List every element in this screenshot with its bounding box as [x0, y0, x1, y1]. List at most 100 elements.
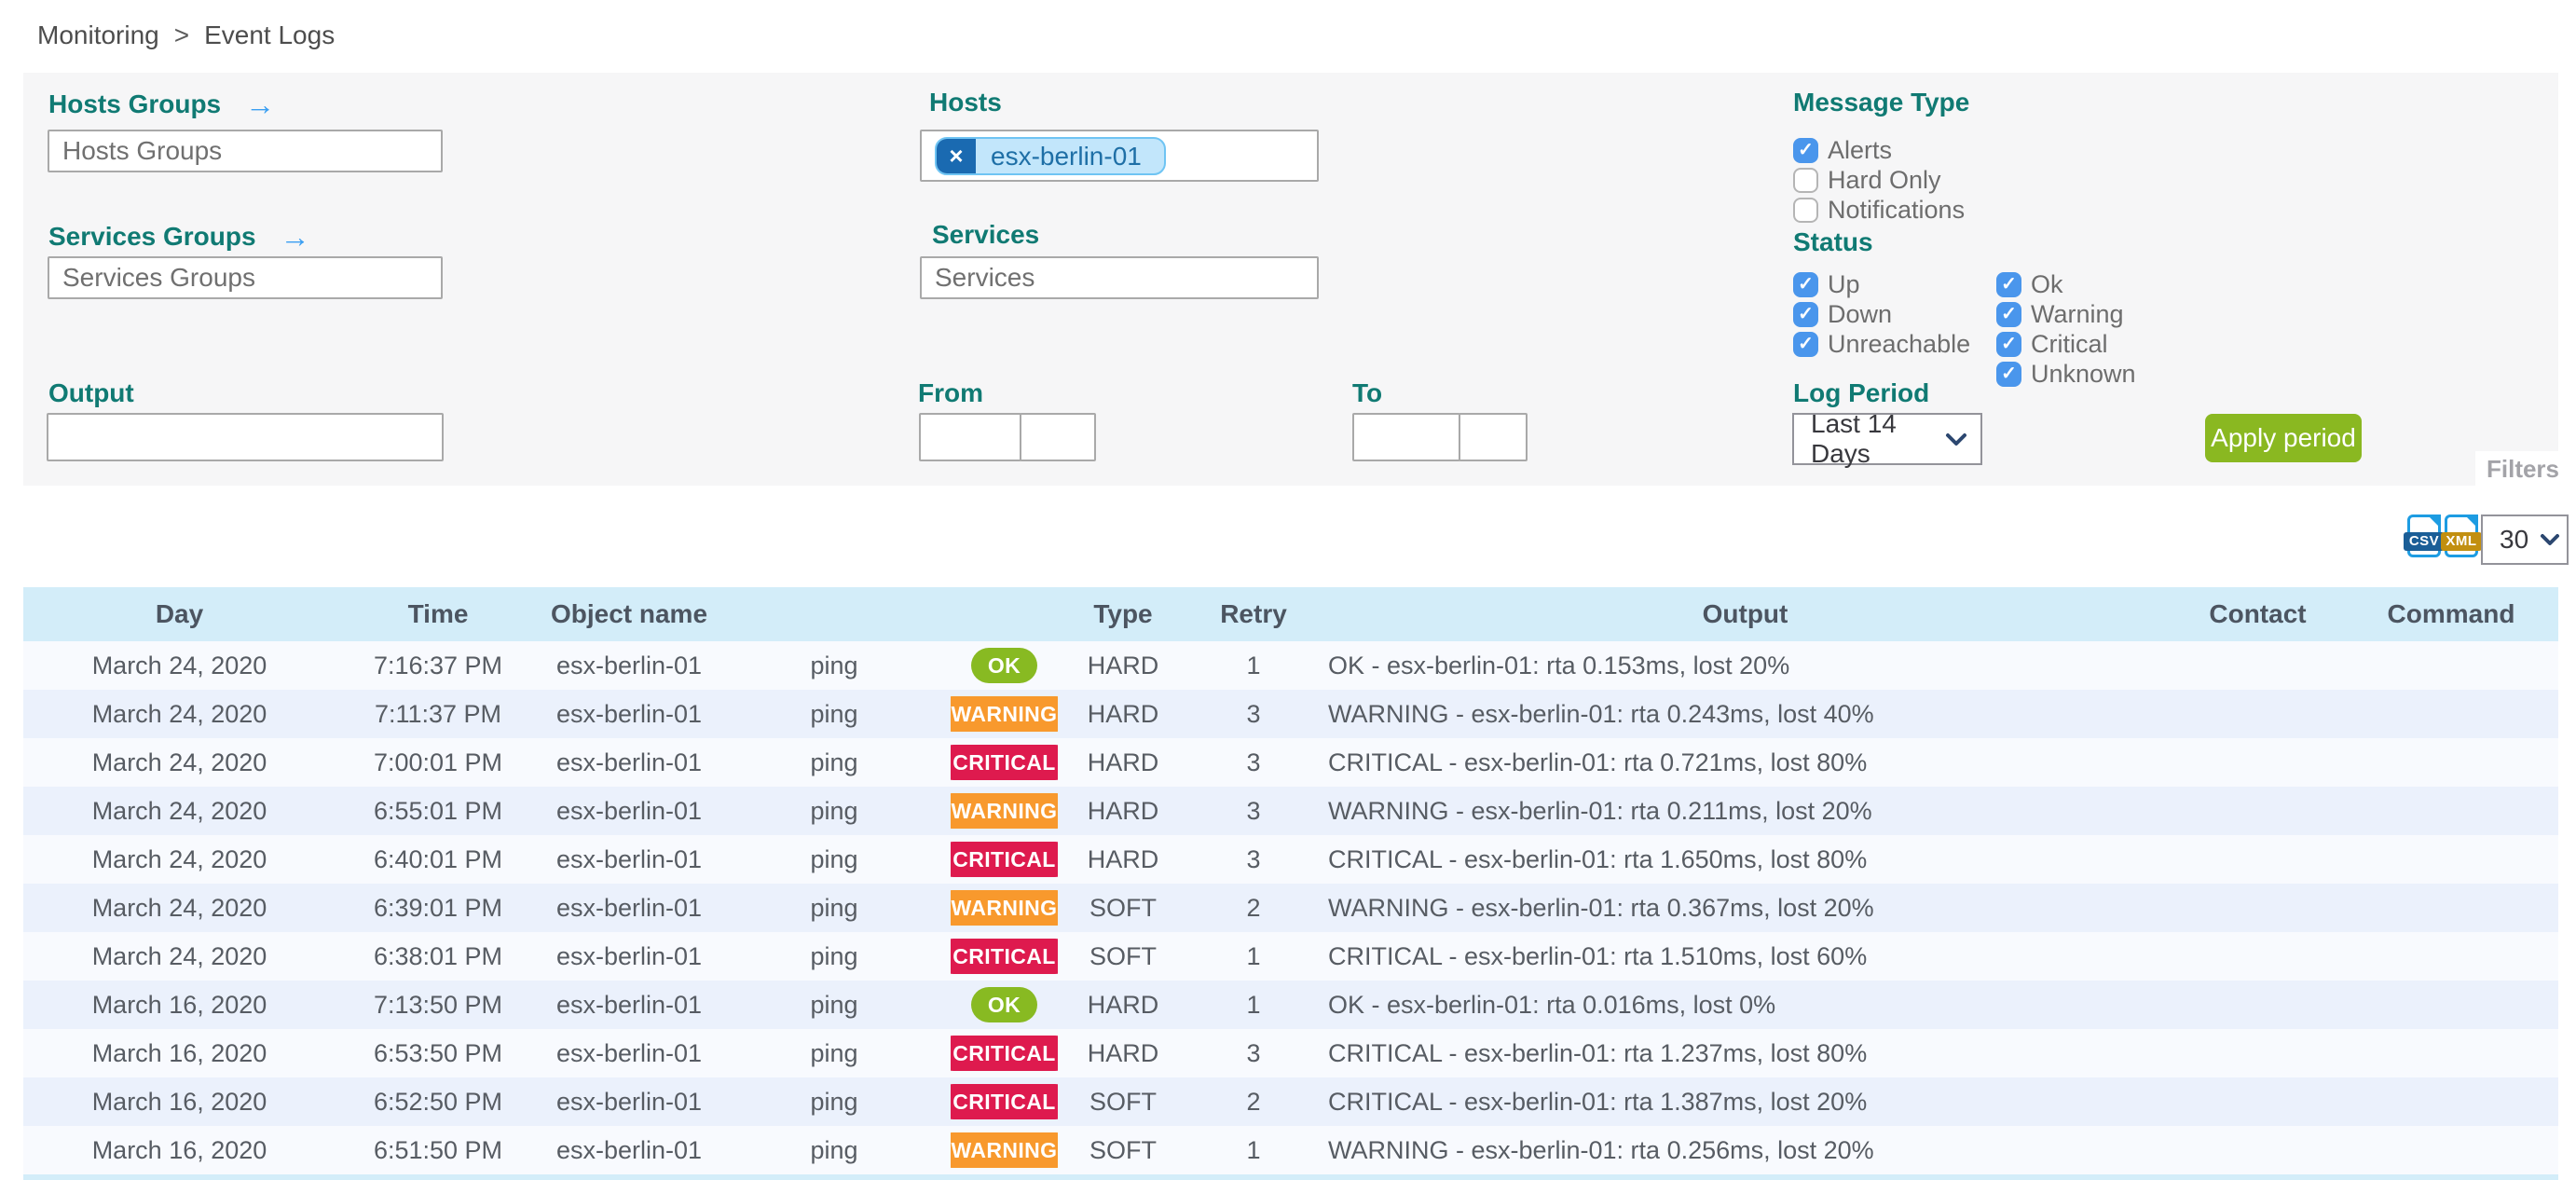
filters-tab[interactable]: Filters [2475, 451, 2570, 487]
services-groups-input[interactable] [48, 256, 443, 299]
breadcrumb-monitoring[interactable]: Monitoring [37, 21, 159, 49]
status-group-right: ✓ Ok ✓ Warning ✓ Critical ✓ Unknown [1996, 270, 2136, 390]
cell-output: WARNING - esx-berlin-01: rta 0.243ms, lo… [1328, 699, 1874, 728]
cell-object-name: esx-berlin-01 [555, 1038, 703, 1067]
table-row[interactable]: March 16, 2020 6:51:50 PM esx-berlin-01 … [23, 1126, 2558, 1174]
export-xml-button[interactable]: XML [2441, 515, 2482, 557]
output-input[interactable] [47, 413, 444, 461]
cell-day: March 24, 2020 [91, 796, 267, 825]
to-time-input[interactable] [1459, 413, 1528, 461]
cell-output: CRITICAL - esx-berlin-01: rta 1.510ms, l… [1328, 941, 1868, 970]
checkbox[interactable]: ✓ [1996, 331, 2021, 357]
table-row[interactable]: March 24, 2020 6:55:01 PM esx-berlin-01 … [23, 787, 2558, 835]
status-badge: CRITICAL [951, 1036, 1058, 1071]
check-icon: ✓ [2001, 274, 2017, 295]
checkbox[interactable]: ✓ [1793, 301, 1818, 327]
checkbox[interactable]: ✓ [1996, 301, 2021, 327]
cell-retry: 3 [1246, 748, 1261, 776]
checkbox-label: Hard Only [1828, 165, 1941, 194]
cell-retry: 3 [1246, 1038, 1261, 1067]
page-size-value: 30 [2500, 525, 2529, 554]
table-row[interactable]: March 24, 2020 7:00:01 PM esx-berlin-01 … [23, 738, 2558, 787]
cell-time: 6:40:01 PM [373, 844, 503, 873]
checkbox[interactable]: ✓ [1793, 271, 1818, 297]
table-row[interactable]: March 16, 2020 7:13:50 PM esx-berlin-01 … [23, 981, 2558, 1029]
checkbox-label: Critical [2031, 329, 2108, 358]
table-row[interactable]: March 24, 2020 6:38:01 PM esx-berlin-01 … [23, 932, 2558, 981]
cell-status: WARNING [951, 793, 1058, 829]
cell-time: 6:38:01 PM [373, 941, 503, 970]
cell-service: ping [810, 941, 858, 970]
cell-service: ping [810, 844, 858, 873]
page-size-select[interactable]: 30 [2481, 515, 2569, 565]
cell-output: WARNING - esx-berlin-01: rta 0.367ms, lo… [1328, 893, 1874, 922]
cell-status: WARNING [951, 696, 1058, 732]
checkbox-label: Alerts [1828, 135, 1893, 164]
hosts-groups-input[interactable] [48, 130, 443, 172]
checkbox-label: Warning [2031, 299, 2124, 328]
cell-retry: 3 [1246, 796, 1261, 825]
checkbox[interactable]: ✓ [1793, 167, 1818, 193]
log-period-label: Log Period [1793, 378, 1930, 407]
cell-type: SOFT [1089, 1135, 1157, 1164]
header-command[interactable]: Command [2387, 599, 2515, 628]
checkbox[interactable]: ✓ [1996, 361, 2021, 387]
checkbox-row: ✓ Up [1793, 270, 1970, 298]
cell-day: March 24, 2020 [91, 844, 267, 873]
chip-remove-icon[interactable]: × [937, 139, 976, 173]
checkbox-row: ✓ Unreachable [1793, 330, 1970, 358]
table-row[interactable]: March 24, 2020 6:39:01 PM esx-berlin-01 … [23, 884, 2558, 932]
chevron-down-icon [2541, 534, 2560, 545]
table-row[interactable]: March 24, 2020 7:16:37 PM esx-berlin-01 … [23, 641, 2558, 690]
log-period-select[interactable]: Last 14 Days [1792, 409, 1982, 468]
status-badge: OK [970, 648, 1038, 683]
checkbox[interactable]: ✓ [1793, 137, 1818, 163]
breadcrumb: Monitoring > Event Logs [37, 21, 335, 50]
services-groups-label: Services Groups → [48, 220, 310, 254]
header-type[interactable]: Type [1093, 599, 1153, 628]
to-label: To [1352, 378, 1383, 407]
checkbox-row: ✓ Ok [1996, 270, 2136, 298]
cell-object-name: esx-berlin-01 [555, 1135, 703, 1164]
services-input[interactable] [920, 256, 1319, 299]
cell-status: CRITICAL [951, 842, 1058, 877]
cell-service: ping [810, 1135, 858, 1164]
arrow-right-icon[interactable]: → [280, 220, 310, 254]
checkbox[interactable]: ✓ [1793, 331, 1818, 357]
table-row[interactable]: March 16, 2020 6:53:50 PM esx-berlin-01 … [23, 1029, 2558, 1077]
header-day[interactable]: Day [155, 599, 204, 628]
to-date-input[interactable] [1352, 413, 1460, 461]
checkbox[interactable]: ✓ [1996, 271, 2021, 297]
checkbox-row: ✓ Hard Only [1793, 166, 1965, 194]
header-time[interactable]: Time [407, 599, 469, 628]
status-badge: CRITICAL [951, 842, 1058, 877]
header-output[interactable]: Output [1702, 599, 1788, 628]
table-row[interactable]: March 24, 2020 7:11:37 PM esx-berlin-01 … [23, 690, 2558, 738]
cell-service: ping [810, 748, 858, 776]
status-badge: CRITICAL [951, 745, 1058, 780]
folded-corner-icon [2427, 515, 2441, 528]
checkbox[interactable]: ✓ [1793, 197, 1818, 223]
table-row[interactable]: March 16, 2020 6:52:50 PM esx-berlin-01 … [23, 1077, 2558, 1126]
header-contact[interactable]: Contact [2209, 599, 2307, 628]
export-csv-button[interactable]: CSV [2404, 515, 2445, 557]
cell-type: HARD [1087, 651, 1159, 679]
check-icon: ✓ [1798, 334, 1814, 354]
hosts-input[interactable]: × esx-berlin-01 [920, 130, 1319, 182]
check-icon: ✓ [1798, 140, 1814, 160]
apply-period-button[interactable]: Apply period [2205, 414, 2362, 462]
from-date-input[interactable] [919, 413, 1021, 461]
header-retry[interactable]: Retry [1220, 599, 1287, 628]
breadcrumb-separator: > [173, 21, 190, 49]
status-badge: WARNING [951, 1132, 1058, 1168]
arrow-right-icon[interactable]: → [245, 88, 276, 121]
cell-time: 7:00:01 PM [373, 748, 503, 776]
table-footer-bar [23, 1174, 2558, 1180]
from-group [919, 413, 1096, 461]
header-object-name[interactable]: Object name [550, 599, 708, 628]
cell-status: WARNING [951, 1132, 1058, 1168]
from-time-input[interactable] [1020, 413, 1096, 461]
status-badge: WARNING [951, 696, 1058, 732]
table-row[interactable]: March 24, 2020 6:40:01 PM esx-berlin-01 … [23, 835, 2558, 884]
cell-type: HARD [1087, 1038, 1159, 1067]
